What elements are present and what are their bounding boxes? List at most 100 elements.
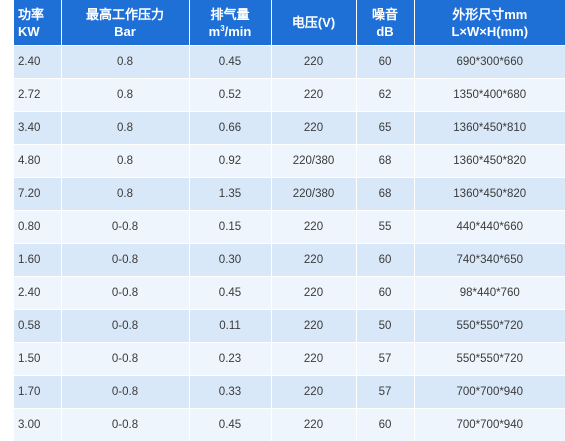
pressure-cell: 0.8 <box>61 79 189 112</box>
power-cell: 4.80 <box>14 145 61 178</box>
noise-cell: 60 <box>356 409 414 441</box>
power-cell: 3.00 <box>14 409 61 441</box>
power-cell: 1.70 <box>14 376 61 409</box>
pressure-cell: 0-0.8 <box>61 277 189 310</box>
dimensions-cell: 440*440*660 <box>414 211 565 244</box>
noise-cell: 60 <box>356 46 414 79</box>
header-dimensions: 外形尺寸mm L×W×H(mm) <box>414 0 565 46</box>
noise-cell: 60 <box>356 244 414 277</box>
power-cell: 2.40 <box>14 46 61 79</box>
header-noise: 噪音 dB <box>356 0 414 46</box>
noise-cell: 68 <box>356 145 414 178</box>
voltage-cell: 220 <box>271 409 356 441</box>
voltage-cell: 220 <box>271 343 356 376</box>
voltage-cell: 220 <box>271 376 356 409</box>
header-max-pressure-unit: Bar <box>62 23 189 40</box>
dimensions-cell: 1360*450*820 <box>414 145 565 178</box>
dimensions-cell: 700*700*940 <box>414 409 565 441</box>
power-cell: 1.50 <box>14 343 61 376</box>
spec-table: 功率 KW 最高工作压力 Bar 排气量 m3/min 电压(V) 噪音 dB … <box>14 0 565 441</box>
dimensions-cell: 740*340*650 <box>414 244 565 277</box>
noise-cell: 50 <box>356 310 414 343</box>
noise-cell: 55 <box>356 211 414 244</box>
dimensions-cell: 690*300*660 <box>414 46 565 79</box>
displacement-cell: 0.66 <box>189 112 271 145</box>
header-row: 功率 KW 最高工作压力 Bar 排气量 m3/min 电压(V) 噪音 dB … <box>14 0 565 46</box>
dimensions-cell: 1360*450*810 <box>414 112 565 145</box>
dimensions-cell: 1360*450*820 <box>414 178 565 211</box>
pressure-cell: 0.8 <box>61 46 189 79</box>
header-dimensions-label: 外形尺寸mm <box>415 6 565 23</box>
header-max-pressure-label: 最高工作压力 <box>62 6 189 23</box>
header-noise-unit: dB <box>357 23 414 40</box>
noise-cell: 68 <box>356 178 414 211</box>
voltage-cell: 220/380 <box>271 145 356 178</box>
voltage-cell: 220 <box>271 277 356 310</box>
voltage-cell: 220 <box>271 79 356 112</box>
voltage-cell: 220 <box>271 46 356 79</box>
dimensions-cell: 550*550*720 <box>414 343 565 376</box>
pressure-cell: 0-0.8 <box>61 211 189 244</box>
pressure-cell: 0.8 <box>61 112 189 145</box>
table-header: 功率 KW 最高工作压力 Bar 排气量 m3/min 电压(V) 噪音 dB … <box>14 0 565 46</box>
displacement-cell: 1.35 <box>189 178 271 211</box>
power-cell: 0.80 <box>14 211 61 244</box>
voltage-cell: 220 <box>271 211 356 244</box>
header-power: 功率 KW <box>14 0 61 46</box>
displacement-cell: 0.33 <box>189 376 271 409</box>
displacement-cell: 0.23 <box>189 343 271 376</box>
dimensions-cell: 550*550*720 <box>414 310 565 343</box>
displacement-cell: 0.92 <box>189 145 271 178</box>
noise-cell: 60 <box>356 277 414 310</box>
header-displacement-unit: m3/min <box>190 23 271 40</box>
power-cell: 1.60 <box>14 244 61 277</box>
noise-cell: 62 <box>356 79 414 112</box>
header-displacement: 排气量 m3/min <box>189 0 271 46</box>
header-dimensions-unit: L×W×H(mm) <box>415 23 565 40</box>
dimensions-cell: 1350*400*680 <box>414 79 565 112</box>
voltage-cell: 220 <box>271 244 356 277</box>
header-displacement-label: 排气量 <box>190 6 271 23</box>
displacement-cell: 0.45 <box>189 409 271 441</box>
voltage-cell: 220/380 <box>271 178 356 211</box>
power-cell: 3.40 <box>14 112 61 145</box>
noise-cell: 57 <box>356 376 414 409</box>
header-noise-label: 噪音 <box>357 6 414 23</box>
header-voltage: 电压(V) <box>271 0 356 46</box>
pressure-cell: 0-0.8 <box>61 244 189 277</box>
pressure-cell: 0.8 <box>61 178 189 211</box>
displacement-cell: 0.45 <box>189 277 271 310</box>
header-power-label: 功率 <box>18 6 61 23</box>
voltage-cell: 220 <box>271 310 356 343</box>
pressure-cell: 0.8 <box>61 145 189 178</box>
dimensions-cell: 98*440*760 <box>414 277 565 310</box>
pressure-cell: 0-0.8 <box>61 343 189 376</box>
displacement-cell: 0.11 <box>189 310 271 343</box>
displacement-cell: 0.45 <box>189 46 271 79</box>
header-voltage-label: 电压(V) <box>272 14 356 31</box>
noise-cell: 65 <box>356 112 414 145</box>
power-cell: 2.72 <box>14 79 61 112</box>
displacement-cell: 0.15 <box>189 211 271 244</box>
power-cell: 7.20 <box>14 178 61 211</box>
dimensions-cell: 700*700*940 <box>414 376 565 409</box>
displacement-cell: 0.30 <box>189 244 271 277</box>
power-cell: 0.58 <box>14 310 61 343</box>
pressure-cell: 0-0.8 <box>61 310 189 343</box>
power-cell: 2.40 <box>14 277 61 310</box>
voltage-cell: 220 <box>271 112 356 145</box>
header-max-pressure: 最高工作压力 Bar <box>61 0 189 46</box>
